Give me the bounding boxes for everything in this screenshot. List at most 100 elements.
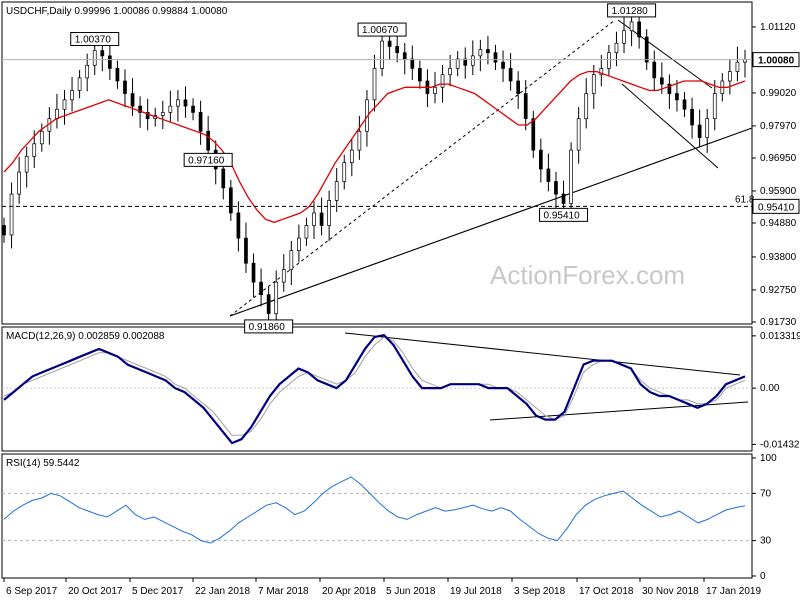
candle-body [281, 269, 286, 283]
candle-body [644, 36, 649, 63]
candles [2, 8, 747, 328]
candle-body [32, 143, 37, 157]
candle-body [705, 118, 710, 138]
candle-body [538, 149, 543, 170]
candle-body [274, 281, 279, 314]
price-tick-label: 0.96950 [760, 153, 797, 164]
candle-body [576, 118, 581, 151]
macd-upper-trendline [344, 332, 741, 376]
macd-line [3, 333, 746, 445]
price-tick-label: 0.97970 [760, 121, 797, 132]
candle-body [554, 181, 558, 195]
rsi-tick-label: 30 [760, 536, 772, 547]
price-tick-label: 0.94880 [760, 218, 797, 229]
x-tick-label: 19 Jul 2018 [450, 586, 502, 597]
current-price-box [752, 52, 800, 68]
price-annotation-label: 0.97160 [188, 155, 225, 166]
rsi-header: RSI(14) 59.5442 [6, 458, 80, 469]
candle-body [191, 105, 195, 113]
dotted-trendline [229, 19, 616, 317]
candle-body [176, 99, 180, 107]
price-annotation-label: 0.91860 [249, 322, 286, 333]
candle-body [77, 77, 82, 91]
candle-body [115, 68, 120, 82]
macd-tick-label: 0.00 [760, 383, 780, 394]
channel-upper-line [617, 19, 713, 89]
candle-body [516, 80, 521, 94]
candle-body [735, 61, 740, 72]
candle-body [349, 149, 354, 164]
macd-tick-label: 0.013319 [760, 331, 800, 342]
rising-trendline [229, 127, 753, 317]
x-tick-label: 6 Sep 2017 [6, 586, 58, 597]
price-header: USDCHF,Daily 0.99996 1.00086 0.99884 1.0… [6, 6, 228, 17]
candle-body [266, 294, 271, 314]
x-tick-label: 17 Oct 2018 [579, 586, 634, 597]
x-tick-label: 3 Sep 2018 [514, 586, 566, 597]
candle-body [622, 30, 626, 44]
candle-body [470, 55, 475, 66]
candle-body [607, 52, 611, 69]
candle-body [130, 93, 135, 107]
fib-label: 61.8 [735, 194, 755, 205]
x-tick-label: 5 Dec 2017 [132, 586, 184, 597]
x-tick-label: 7 Mar 2018 [258, 586, 309, 597]
candle-body [2, 225, 6, 236]
candle-body [402, 52, 407, 60]
candle-body [675, 93, 679, 101]
candle-body [637, 21, 641, 38]
candle-body [440, 74, 445, 88]
candle-body [372, 68, 377, 101]
candle-body [304, 225, 309, 239]
candle-body [289, 250, 294, 270]
watermark: ActionForex.com [490, 260, 685, 290]
candle-body [387, 40, 392, 47]
candle-body [712, 93, 717, 120]
price-annotation-box [607, 3, 657, 18]
candle-body [659, 77, 664, 85]
price-annotation-box [244, 319, 294, 334]
current-price-label: 1.00080 [758, 56, 795, 67]
x-tick-label: 22 Jan 2018 [195, 586, 250, 597]
fib-price-box [752, 198, 800, 214]
candle-body [92, 50, 97, 66]
candle-body [39, 130, 44, 145]
candle-body [259, 281, 263, 296]
candle-body [206, 130, 211, 151]
candle-body [244, 237, 248, 264]
x-tick-label: 20 Oct 2017 [68, 586, 123, 597]
candle-body [123, 80, 127, 94]
candle-body [728, 71, 732, 82]
candle-body [561, 193, 566, 204]
candle-body [667, 83, 672, 94]
candle-body [546, 168, 551, 182]
candle-body [501, 61, 505, 69]
candle-body [357, 130, 362, 151]
x-tick-label: 30 Nov 2018 [642, 586, 699, 597]
price-tick-label: 0.93800 [760, 252, 797, 263]
price-tick-label: 0.95900 [760, 186, 797, 197]
candle-body [652, 61, 657, 79]
candle-body [433, 86, 437, 94]
price-tick-label: 0.91730 [760, 317, 797, 328]
price-tick-label: 0.99020 [760, 88, 797, 99]
channel-lower-line [621, 83, 719, 169]
candle-body [448, 68, 452, 76]
candle-body [183, 99, 188, 107]
candle-body [62, 99, 67, 110]
x-tick-label: 17 Jan 2019 [706, 586, 761, 597]
price-annotation-box [183, 152, 233, 167]
candle-body [614, 42, 619, 54]
price-annotation-box [70, 32, 120, 47]
candle-body [410, 58, 415, 69]
candle-body [508, 68, 513, 82]
candle-body [297, 237, 301, 252]
candle-body [690, 108, 694, 126]
candle-body [100, 50, 105, 57]
candle-body [236, 212, 241, 239]
candle-body [569, 149, 573, 204]
candle-body [138, 105, 142, 113]
macd-panel [1, 326, 753, 452]
moving-average-line [3, 70, 746, 224]
